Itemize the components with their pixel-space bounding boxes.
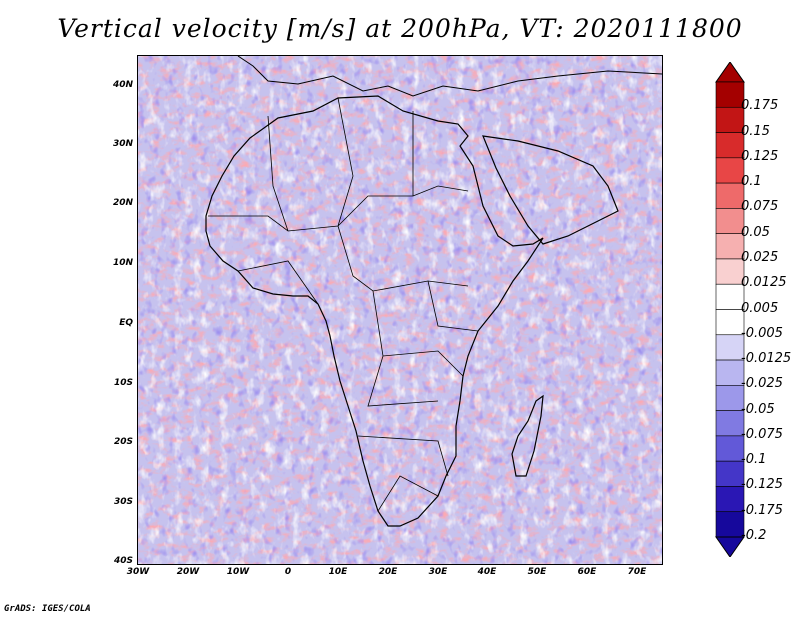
- colorbar-top-arrow: [715, 62, 745, 83]
- country-borders: [208, 97, 479, 512]
- velocity-field: [138, 56, 662, 564]
- colorbar-label: 0.15: [741, 123, 770, 139]
- lon-label-20e: 20E: [378, 567, 398, 577]
- colorbar-label: -0.075: [741, 426, 783, 442]
- lon-label-50e: 50E: [527, 567, 547, 577]
- grads-credit: GrADS: IGES/COLA: [4, 604, 91, 614]
- lon-label-60e: 60E: [577, 567, 597, 577]
- map-panel: [137, 55, 663, 565]
- lat-label-20n: 20N: [112, 198, 133, 208]
- colorbar-label: 0.0125: [741, 275, 787, 291]
- colorbar-swatch: [715, 309, 745, 336]
- colorbar-swatch: [715, 106, 745, 133]
- colorbar-swatch: [715, 359, 745, 386]
- colorbar-swatch: [715, 460, 745, 487]
- lat-label-10s: 10S: [113, 378, 133, 388]
- lat-label-40s: 40S: [113, 556, 133, 566]
- colorbar-swatch: [715, 283, 745, 310]
- lon-label-20w: 20W: [176, 567, 200, 577]
- colorbar-label: -0.1: [741, 452, 767, 468]
- colorbar-label: 0.025: [741, 249, 779, 265]
- colorbar-swatch: [715, 334, 745, 361]
- colorbar-swatch: [715, 258, 745, 285]
- colorbar: [715, 62, 745, 557]
- colorbar-label: 0.075: [741, 199, 779, 215]
- colorbar-swatch: [715, 81, 745, 108]
- colorbar-label: 0.05: [741, 224, 770, 240]
- lon-label-30e: 30E: [428, 567, 448, 577]
- colorbar-swatch: [715, 157, 745, 184]
- lon-label-0: 0: [284, 567, 292, 577]
- lat-label-10n: 10N: [112, 258, 133, 268]
- lon-label-40e: 40E: [477, 567, 497, 577]
- lat-label-30s: 30S: [113, 497, 133, 507]
- madagascar-coastline: [511, 394, 544, 477]
- map-title: Vertical velocity [m/s] at 200hPa, VT: 2…: [57, 14, 743, 43]
- lon-label-30w: 30W: [126, 567, 150, 577]
- lat-label-eq: EQ: [119, 318, 133, 328]
- colorbar-label: -0.125: [741, 477, 783, 493]
- colorbar-swatch: [715, 410, 745, 437]
- colorbar-label: -0.0125: [741, 351, 792, 367]
- colorbar-swatch: [715, 511, 745, 538]
- colorbar-swatch: [715, 435, 745, 462]
- colorbar-label: -0.05: [741, 401, 775, 417]
- lon-label-70e: 70E: [627, 567, 647, 577]
- colorbar-label: 0.175: [741, 98, 779, 114]
- arabia-coastline: [482, 135, 619, 245]
- colorbar-swatch: [715, 486, 745, 513]
- lat-label-30n: 30N: [112, 139, 133, 149]
- colorbar-swatch: [715, 132, 745, 159]
- europe-coastline: [237, 56, 662, 97]
- colorbar-label: 0.005: [741, 300, 779, 316]
- colorbar-label: -0.005: [741, 325, 783, 341]
- lon-label-10w: 10W: [226, 567, 250, 577]
- colorbar-swatch: [715, 182, 745, 209]
- colorbar-label: 0.125: [741, 148, 779, 164]
- colorbar-swatch: [715, 233, 745, 260]
- colorbar-swatch: [715, 385, 745, 411]
- colorbar-label: -0.175: [741, 502, 783, 518]
- colorbar-swatch: [715, 208, 745, 234]
- colorbar-label: 0.1: [741, 174, 762, 190]
- colorbar-label: -0.025: [741, 376, 783, 392]
- colorbar-label: -0.2: [741, 528, 767, 543]
- lon-label-10e: 10E: [328, 567, 348, 577]
- lat-label-20s: 20S: [113, 437, 133, 447]
- lat-label-40n: 40N: [112, 80, 133, 90]
- colorbar-bottom-arrow: [715, 536, 745, 557]
